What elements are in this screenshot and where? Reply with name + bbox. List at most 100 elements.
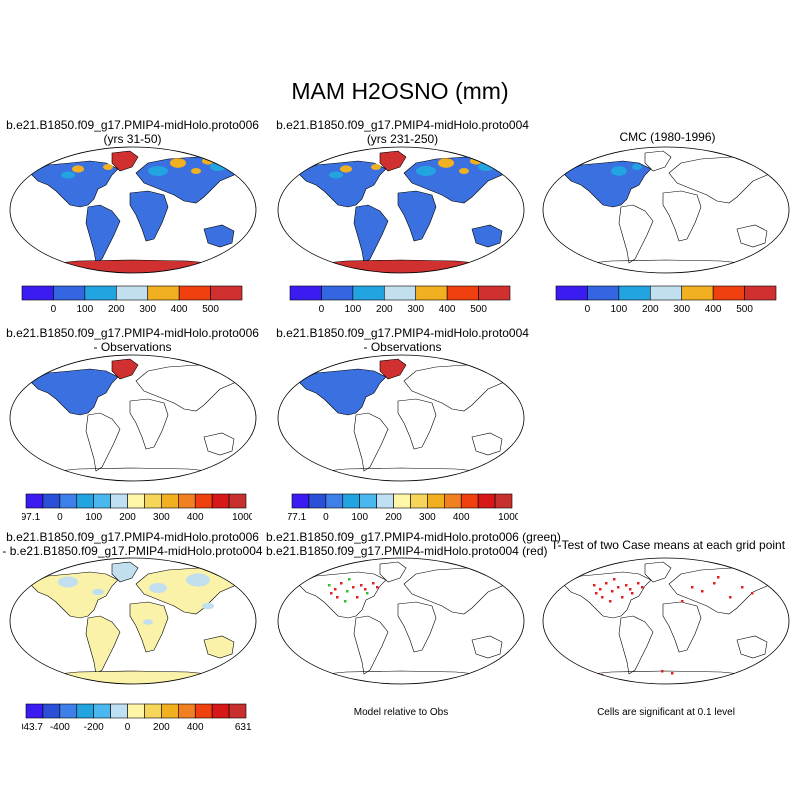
panel-6-title-line2: - b.e21.B1850.f09_g17.PMIP4-midHolo.prot… bbox=[2, 544, 263, 558]
significance-marker bbox=[691, 586, 694, 589]
panel-8-title-line1: T-Test of two Case means at each grid po… bbox=[550, 538, 786, 552]
colorbar-tick-label: 300 bbox=[673, 304, 690, 315]
colorbar-swatch bbox=[321, 285, 354, 301]
colorbar-tick-label: 0 bbox=[51, 304, 57, 315]
panel-4-title: b.e21.B1850.f09_g17.PMIP4-midHolo.proto0… bbox=[0, 326, 265, 354]
continent-greenland bbox=[379, 561, 407, 583]
snow-mid-patch bbox=[416, 166, 436, 176]
colorbar-swatch bbox=[383, 285, 417, 301]
map-border bbox=[9, 146, 257, 274]
continent-greenland bbox=[644, 150, 672, 172]
continent-africa bbox=[129, 190, 169, 242]
colorbar-swatch bbox=[555, 285, 588, 301]
colorbar-tick-label: 300 bbox=[153, 512, 170, 523]
continent-southAmerica bbox=[353, 204, 389, 264]
diff-positive-patch bbox=[202, 602, 214, 610]
colorbar-tick-label: 0 bbox=[57, 512, 63, 523]
colorbar-swatch bbox=[25, 703, 44, 719]
colorbar-swatch bbox=[410, 493, 428, 509]
continent-africa bbox=[662, 601, 702, 653]
colorbar-tick-label: 500 bbox=[470, 304, 487, 315]
panel-2-title: b.e21.B1850.f09_g17.PMIP4-midHolo.proto0… bbox=[270, 118, 535, 146]
map-border bbox=[542, 557, 790, 685]
diff-positive-patch bbox=[92, 588, 104, 596]
colorbar-swatch bbox=[289, 285, 322, 301]
continent-greenland bbox=[379, 358, 407, 380]
diff-positive-patch bbox=[149, 583, 167, 593]
continent-southAmerica bbox=[353, 615, 389, 675]
map-panel-7 bbox=[277, 557, 525, 685]
continent-antarctica bbox=[570, 259, 762, 273]
significance-marker bbox=[605, 582, 608, 585]
continent-northAmerica bbox=[562, 160, 652, 208]
snow-mid-patch bbox=[329, 171, 343, 179]
colorbar-tick-label: 0 bbox=[585, 304, 591, 315]
continent-greenland bbox=[379, 150, 407, 172]
continent-africa bbox=[397, 601, 437, 653]
map-border bbox=[9, 557, 257, 685]
continent-southAmerica bbox=[618, 204, 654, 264]
continent-northAmerica bbox=[297, 368, 387, 416]
colorbar-swatch bbox=[21, 285, 54, 301]
significance-marker bbox=[701, 590, 704, 593]
significance-marker bbox=[631, 592, 634, 595]
colorbar-swatch bbox=[325, 493, 344, 509]
colorbar-tick-label: 0 bbox=[319, 304, 325, 315]
continent-australia bbox=[471, 224, 503, 248]
colorbar-panel-1: 0 100 200 300 400 500 bbox=[21, 285, 243, 315]
snow-high-patch bbox=[438, 158, 454, 168]
continent-eurasia bbox=[403, 567, 507, 615]
significance-marker bbox=[629, 588, 632, 591]
colorbar-swatch bbox=[494, 493, 513, 509]
significance-marker bbox=[637, 582, 640, 585]
continent-antarctica bbox=[305, 467, 497, 481]
colorbar-tick-label: 100 bbox=[611, 304, 628, 315]
colorbar-swatch bbox=[161, 703, 179, 719]
panel-5-title: b.e21.B1850.f09_g17.PMIP4-midHolo.proto0… bbox=[270, 326, 535, 354]
snow-high-patch bbox=[459, 168, 469, 174]
colorbar-tick-label: 400 bbox=[187, 512, 204, 523]
snow-high-patch bbox=[191, 168, 201, 174]
significance-marker bbox=[625, 584, 628, 587]
continent-africa bbox=[129, 398, 169, 450]
colorbar-swatch bbox=[376, 493, 394, 509]
colorbar-tick-label: 300 bbox=[419, 512, 436, 523]
continent-eurasia bbox=[668, 156, 772, 204]
continent-australia bbox=[203, 432, 235, 456]
significance-marker bbox=[328, 584, 331, 587]
colorbar-swatch bbox=[144, 703, 162, 719]
significance-marker bbox=[717, 576, 720, 579]
significance-marker bbox=[336, 596, 339, 599]
colorbar-swatch bbox=[393, 493, 411, 509]
continent-australia bbox=[203, 224, 235, 248]
panel-6-title-line1: b.e21.B1850.f09_g17.PMIP4-midHolo.proto0… bbox=[6, 530, 259, 544]
panel-3-title: CMC (1980-1996) bbox=[535, 130, 800, 144]
colorbar-panel-6: -9043.7 -400 -200 0 200 400 6312 bbox=[22, 703, 252, 733]
panel-7-title-line1: b.e21.B1850.f09_g17.PMIP4-midHolo.proto0… bbox=[266, 530, 561, 544]
colorbar-swatch bbox=[76, 703, 94, 719]
significance-marker bbox=[713, 582, 716, 585]
snow-high-patch bbox=[103, 164, 113, 170]
panel-5-title-line2: - Observations bbox=[363, 340, 442, 354]
colorbar-tick-label: 0 bbox=[323, 512, 329, 523]
panel-3-title-line1: CMC (1980-1996) bbox=[619, 130, 716, 144]
panel-1-title-line2: (yrs 31-50) bbox=[103, 132, 162, 146]
colorbar-swatch bbox=[42, 703, 61, 719]
colorbar-swatch bbox=[144, 493, 162, 509]
snow-mid-patch bbox=[611, 166, 627, 176]
significance-marker bbox=[617, 586, 620, 589]
colorbar-swatch bbox=[53, 285, 86, 301]
continent-northAmerica bbox=[297, 160, 387, 208]
continent-africa bbox=[397, 190, 437, 242]
panel-4-title-line1: b.e21.B1850.f09_g17.PMIP4-midHolo.proto0… bbox=[6, 326, 259, 340]
ttest-significance-note: Cells are significant at 0.1 level bbox=[597, 707, 735, 718]
significance-marker bbox=[372, 582, 375, 585]
significance-marker bbox=[356, 596, 359, 599]
significance-marker bbox=[344, 600, 347, 603]
significance-marker bbox=[593, 584, 596, 587]
colorbar-swatch bbox=[477, 493, 496, 509]
colorbar-swatch bbox=[25, 493, 44, 509]
diff-positive-patch bbox=[143, 619, 153, 625]
colorbar-tick-label: -9043.7 bbox=[22, 722, 43, 733]
significance-marker bbox=[348, 578, 351, 581]
